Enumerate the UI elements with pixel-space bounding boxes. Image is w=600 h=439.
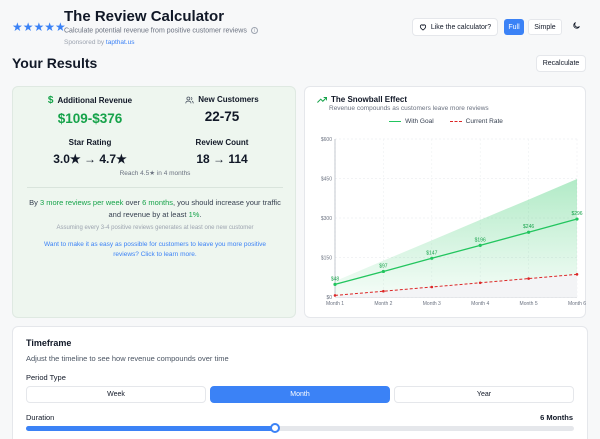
with-goal-data-label: $296: [571, 211, 582, 217]
trending-up-icon: [317, 96, 327, 103]
current-rate-point: [575, 273, 579, 276]
dollar-icon: $: [47, 95, 54, 106]
with-goal-point: [575, 217, 579, 221]
duration-value: 6 Months: [540, 413, 573, 422]
new-customers-metric: New Customers 22-75: [157, 95, 287, 124]
additional-revenue-value: $109-$376: [57, 111, 123, 126]
with-goal-point: [430, 256, 434, 260]
users-icon: [185, 96, 194, 103]
legend-current-rate[interactable]: Current Rate: [449, 118, 503, 125]
with-goal-data-label: $196: [475, 237, 486, 243]
sponsor-text: Sponsored by tapthat.us: [64, 39, 135, 46]
summary-statement: By 3 more reviews per week over 6 months…: [29, 198, 281, 219]
with-goal-point: [527, 230, 531, 234]
duration-slider-thumb[interactable]: [270, 423, 281, 433]
with-goal-data-label: $246: [523, 224, 534, 230]
app-subtitle: Calculate potential revenue from positiv…: [64, 27, 258, 34]
period-month-button[interactable]: Month: [210, 386, 390, 403]
app-title: The Review Calculator: [64, 8, 225, 25]
timeframe-card: Timeframe Adjust the timeline to see how…: [12, 326, 588, 439]
chart-legend: With Goal Current Rate: [305, 118, 587, 125]
review-count-metric: Review Count 18 → 114: [157, 138, 287, 166]
duration-slider[interactable]: [26, 423, 574, 433]
duration-label: Duration: [26, 413, 55, 422]
x-tick-label: Month 3: [423, 301, 441, 307]
with-goal-line: [334, 218, 578, 285]
sponsor-link[interactable]: tapthat.us: [105, 39, 135, 46]
period-week-button[interactable]: Week: [26, 386, 206, 403]
period-year-button[interactable]: Year: [394, 386, 574, 403]
snowball-chart: $0 $150 $300 $450 $600 Month 1 Month 2 Month 3 M…: [321, 137, 586, 307]
with-goal-data-label: $48: [331, 276, 340, 282]
star-rating-value: 3.0★ → 4.7★: [53, 152, 127, 166]
results-card: $ Additional Revenue $109-$376 New Custom…: [12, 86, 296, 318]
mode-full-button[interactable]: Full: [504, 19, 524, 35]
timeframe-subtitle: Adjust the timeline to see how revenue c…: [26, 354, 229, 363]
chart-subtitle: Revenue compounds as customers leave mor…: [329, 105, 489, 112]
chart-title: The Snowball Effect: [331, 95, 408, 104]
assumption-text: Assuming every 3-4 positive reviews gene…: [56, 225, 254, 231]
current-rate-line: [334, 273, 578, 296]
legend-with-goal[interactable]: With Goal: [389, 118, 434, 125]
y-tick-label: $600: [321, 137, 332, 143]
y-tick-label: $0: [326, 295, 332, 301]
x-tick-label: Month 6: [568, 301, 586, 307]
like-button[interactable]: Like the calculator?: [412, 18, 498, 36]
recalculate-button[interactable]: Recalculate: [536, 55, 586, 72]
review-count-value: 18 → 114: [196, 152, 248, 166]
star-rating-metric: Star Rating 3.0★ → 4.7★: [25, 138, 155, 166]
with-goal-data-label: $97: [379, 263, 388, 269]
new-customers-value: 22-75: [204, 109, 240, 124]
y-tick-label: $300: [321, 216, 332, 222]
current-rate-point: [527, 277, 530, 280]
x-tick-label: Month 1: [326, 301, 344, 307]
heart-icon: [419, 24, 426, 31]
current-rate-point: [382, 289, 385, 293]
y-tick-label: $150: [321, 256, 332, 262]
period-type-label: Period Type: [26, 373, 66, 382]
x-tick-label: Month 4: [471, 301, 489, 307]
current-rate-point: [333, 294, 337, 297]
with-goal-data-label: $147: [426, 250, 437, 256]
with-goal-point: [478, 243, 482, 247]
x-tick-label: Month 5: [520, 301, 538, 307]
with-goal-point: [333, 282, 337, 286]
rating-stars-icon: ★★★★★: [12, 20, 66, 34]
with-goal-point: [381, 269, 385, 274]
header: ★★★★★ The Review Calculator Calculate po…: [0, 0, 600, 48]
mode-simple-button[interactable]: Simple: [528, 19, 562, 35]
duration-slider-fill: [26, 426, 276, 431]
current-rate-point: [478, 281, 482, 285]
additional-revenue-metric: $ Additional Revenue $109-$376: [25, 95, 155, 126]
x-tick-label: Month 2: [374, 301, 392, 307]
results-title: Your Results: [12, 55, 98, 71]
snowball-chart-card: The Snowball Effect Revenue compounds as…: [304, 86, 586, 318]
learn-more-link[interactable]: Want to make it as easy as possible for …: [44, 241, 266, 258]
current-rate-point: [430, 285, 434, 289]
reach-text: Reach 4.5★ in 4 months: [119, 170, 191, 177]
moon-icon[interactable]: [572, 21, 581, 33]
divider: [27, 187, 283, 188]
info-icon[interactable]: i: [250, 27, 258, 34]
goal-range-area: [335, 179, 577, 296]
y-tick-label: $450: [321, 177, 332, 183]
timeframe-title: Timeframe: [26, 338, 72, 348]
